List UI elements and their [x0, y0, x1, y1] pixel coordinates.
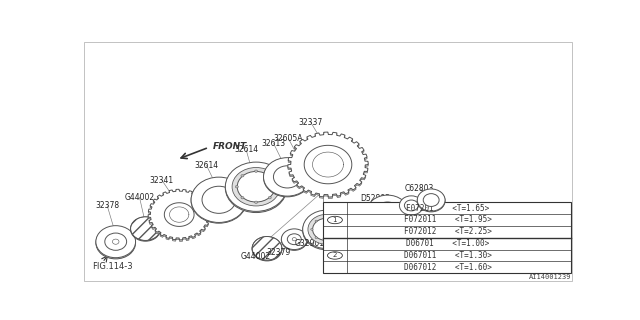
Ellipse shape — [264, 158, 311, 197]
Ellipse shape — [252, 236, 282, 260]
Ellipse shape — [367, 195, 408, 228]
Ellipse shape — [325, 217, 328, 219]
Ellipse shape — [341, 205, 379, 236]
Ellipse shape — [292, 237, 296, 241]
Polygon shape — [148, 189, 211, 240]
Polygon shape — [304, 145, 352, 184]
Ellipse shape — [303, 211, 350, 250]
Ellipse shape — [105, 233, 127, 250]
Ellipse shape — [232, 167, 280, 206]
Text: 32613: 32613 — [261, 139, 285, 148]
Text: 32378: 32378 — [95, 202, 119, 211]
Ellipse shape — [315, 220, 317, 222]
Text: C62803: C62803 — [405, 184, 435, 193]
Text: G44002: G44002 — [241, 252, 271, 261]
Text: 1: 1 — [333, 217, 337, 223]
Text: D06701    <T=1.00>: D06701 <T=1.00> — [406, 239, 490, 248]
Ellipse shape — [303, 210, 350, 249]
Ellipse shape — [341, 204, 379, 235]
Ellipse shape — [399, 196, 423, 215]
Text: AI14001239: AI14001239 — [529, 274, 571, 280]
Text: 32341: 32341 — [150, 176, 174, 185]
Ellipse shape — [131, 218, 161, 241]
Polygon shape — [164, 203, 194, 227]
Ellipse shape — [241, 174, 244, 177]
Text: F07201    <T=1.65>: F07201 <T=1.65> — [406, 204, 490, 213]
Text: FIG.114-3: FIG.114-3 — [92, 262, 133, 271]
Ellipse shape — [298, 165, 313, 177]
Text: D067012    <T=1.60>: D067012 <T=1.60> — [404, 263, 492, 272]
Ellipse shape — [241, 196, 244, 199]
Ellipse shape — [340, 228, 342, 230]
Text: 2: 2 — [333, 252, 337, 259]
Ellipse shape — [255, 170, 258, 172]
Ellipse shape — [312, 218, 340, 240]
Ellipse shape — [202, 186, 236, 213]
Ellipse shape — [264, 158, 311, 196]
Bar — [323, 202, 571, 273]
Ellipse shape — [273, 166, 301, 188]
Ellipse shape — [282, 229, 307, 250]
Ellipse shape — [367, 196, 408, 229]
Text: D067011    <T=1.30>: D067011 <T=1.30> — [404, 251, 492, 260]
Text: 32379: 32379 — [266, 248, 291, 257]
Ellipse shape — [268, 196, 271, 199]
Text: G32901: G32901 — [294, 239, 324, 248]
Ellipse shape — [287, 234, 301, 244]
Ellipse shape — [310, 228, 313, 230]
Ellipse shape — [399, 196, 423, 216]
Ellipse shape — [325, 240, 328, 242]
Text: F072012    <T=2.25>: F072012 <T=2.25> — [404, 227, 492, 236]
Ellipse shape — [255, 201, 258, 204]
Polygon shape — [288, 133, 368, 198]
Text: 2: 2 — [403, 212, 407, 218]
Ellipse shape — [191, 177, 246, 222]
Ellipse shape — [315, 237, 317, 239]
Ellipse shape — [96, 226, 136, 258]
Ellipse shape — [335, 220, 338, 222]
Text: 32337: 32337 — [298, 118, 323, 127]
Text: 32614: 32614 — [234, 145, 258, 154]
Text: 32614: 32614 — [195, 161, 218, 170]
Ellipse shape — [417, 189, 445, 211]
Ellipse shape — [191, 178, 246, 223]
Polygon shape — [288, 132, 368, 197]
Text: D52803: D52803 — [360, 194, 390, 203]
Ellipse shape — [375, 202, 400, 222]
Ellipse shape — [113, 239, 119, 244]
Ellipse shape — [274, 186, 277, 188]
Text: F072011    <T=1.95>: F072011 <T=1.95> — [404, 215, 492, 225]
Ellipse shape — [252, 237, 282, 261]
Text: G44002: G44002 — [124, 193, 155, 202]
Ellipse shape — [417, 190, 445, 212]
Text: FRONT: FRONT — [213, 142, 247, 151]
Ellipse shape — [335, 237, 338, 239]
Ellipse shape — [282, 230, 307, 250]
Ellipse shape — [268, 174, 271, 177]
Ellipse shape — [308, 214, 345, 244]
Ellipse shape — [404, 200, 419, 211]
Text: 1: 1 — [353, 221, 358, 228]
Ellipse shape — [423, 194, 439, 206]
Ellipse shape — [349, 211, 371, 228]
Polygon shape — [148, 191, 211, 241]
Text: 32605A: 32605A — [273, 134, 303, 143]
Ellipse shape — [237, 172, 275, 202]
Ellipse shape — [96, 227, 136, 259]
Ellipse shape — [236, 186, 238, 188]
Ellipse shape — [225, 163, 287, 212]
Ellipse shape — [131, 217, 161, 240]
Ellipse shape — [225, 162, 287, 212]
